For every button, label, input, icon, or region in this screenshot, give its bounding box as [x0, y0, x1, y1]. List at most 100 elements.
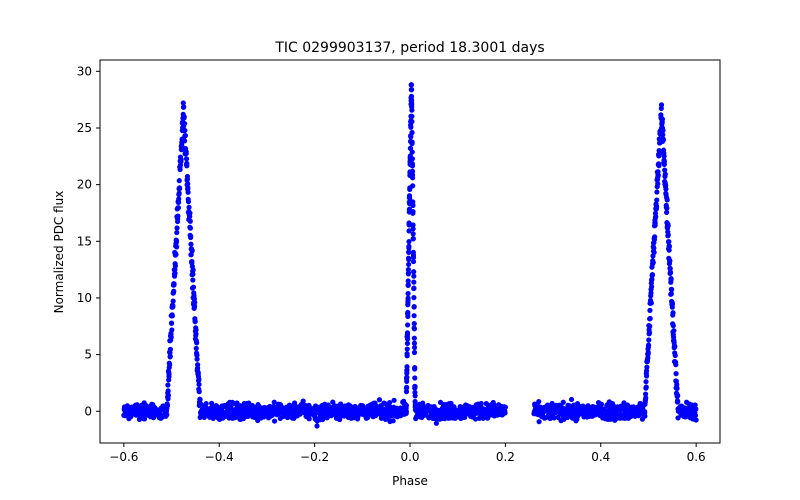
data-point — [192, 336, 199, 342]
data-points — [121, 82, 699, 429]
y-tick-label: 25 — [77, 121, 92, 135]
y-tick-label: 0 — [84, 404, 92, 418]
data-point — [410, 175, 416, 181]
data-point — [404, 330, 411, 336]
data-point — [271, 418, 278, 424]
data-point — [405, 290, 411, 297]
data-point — [404, 384, 410, 390]
data-point — [655, 172, 661, 178]
data-point — [167, 354, 173, 360]
data-point — [403, 402, 410, 409]
data-point — [170, 303, 176, 309]
data-point — [174, 225, 180, 231]
data-point — [412, 401, 418, 408]
data-point — [171, 282, 177, 288]
data-point — [387, 399, 393, 406]
data-point — [185, 185, 191, 191]
data-point — [642, 413, 648, 419]
data-point — [412, 375, 418, 381]
data-point — [651, 249, 657, 256]
data-point — [192, 319, 198, 325]
data-point — [664, 197, 670, 203]
data-point — [661, 158, 668, 165]
data-point — [306, 416, 312, 422]
data-point — [410, 222, 416, 228]
data-point — [410, 258, 417, 265]
x-tick-label: 0.2 — [496, 450, 515, 464]
data-point — [645, 349, 651, 356]
y-tick-label: 5 — [84, 348, 92, 362]
x-axis-label: Phase — [392, 474, 428, 488]
data-point — [664, 209, 670, 215]
data-point — [197, 403, 203, 409]
data-point — [643, 373, 650, 379]
data-point — [411, 344, 418, 351]
data-point — [168, 330, 174, 336]
data-point — [178, 158, 184, 164]
y-axis-ticks: 0 5 10 15 20 25 30 — [77, 64, 100, 418]
data-point — [650, 258, 656, 264]
data-point — [411, 295, 417, 301]
y-tick-label: 10 — [77, 291, 92, 305]
data-point — [411, 349, 418, 356]
data-point — [478, 400, 484, 407]
data-point — [649, 284, 655, 290]
data-point — [194, 356, 200, 362]
data-point — [406, 249, 412, 255]
data-point — [673, 362, 679, 368]
data-point — [410, 226, 416, 232]
data-point — [673, 378, 679, 384]
data-point — [666, 247, 672, 253]
data-point — [409, 107, 415, 113]
data-point — [409, 87, 415, 93]
data-point — [406, 256, 412, 263]
x-tick-label: 0.0 — [400, 450, 419, 464]
data-point — [411, 279, 417, 285]
data-point — [405, 295, 411, 301]
data-point — [643, 384, 649, 390]
data-point — [409, 129, 415, 136]
chart-title: TIC 0299903137, period 18.3001 days — [274, 40, 544, 56]
data-point — [410, 236, 416, 242]
data-point — [675, 415, 681, 421]
data-point — [168, 320, 175, 326]
data-point — [409, 163, 416, 169]
data-point — [319, 416, 326, 423]
data-point — [181, 115, 187, 121]
data-point — [406, 222, 412, 228]
data-point — [668, 286, 674, 292]
data-point — [186, 213, 193, 220]
data-point — [662, 183, 669, 190]
data-point — [667, 265, 673, 272]
data-point — [165, 388, 171, 394]
y-tick-label: 30 — [77, 64, 92, 78]
data-point — [174, 229, 180, 236]
x-tick-label: −0.6 — [109, 450, 138, 464]
data-point — [410, 208, 416, 215]
data-point — [406, 243, 412, 249]
data-point — [193, 325, 199, 331]
data-point — [652, 234, 658, 240]
x-axis-ticks: −0.6 −0.4 −0.2 0.0 0.2 0.4 0.6 — [109, 443, 706, 464]
data-point — [568, 396, 575, 403]
data-point — [176, 196, 182, 202]
data-point — [406, 261, 412, 268]
data-point — [411, 313, 417, 319]
data-point — [171, 288, 177, 294]
data-point — [410, 202, 416, 209]
data-point — [181, 138, 188, 144]
data-point — [406, 193, 413, 199]
data-point — [404, 353, 410, 359]
data-point — [409, 149, 415, 155]
data-point — [404, 378, 410, 384]
data-point — [176, 186, 183, 192]
data-point — [187, 218, 193, 224]
data-point — [671, 343, 678, 349]
data-point — [181, 120, 188, 127]
data-point — [196, 386, 202, 392]
x-tick-label: −0.2 — [300, 450, 329, 464]
data-point — [284, 414, 291, 421]
data-point — [176, 178, 182, 184]
data-point — [536, 398, 542, 405]
data-point — [190, 277, 196, 283]
